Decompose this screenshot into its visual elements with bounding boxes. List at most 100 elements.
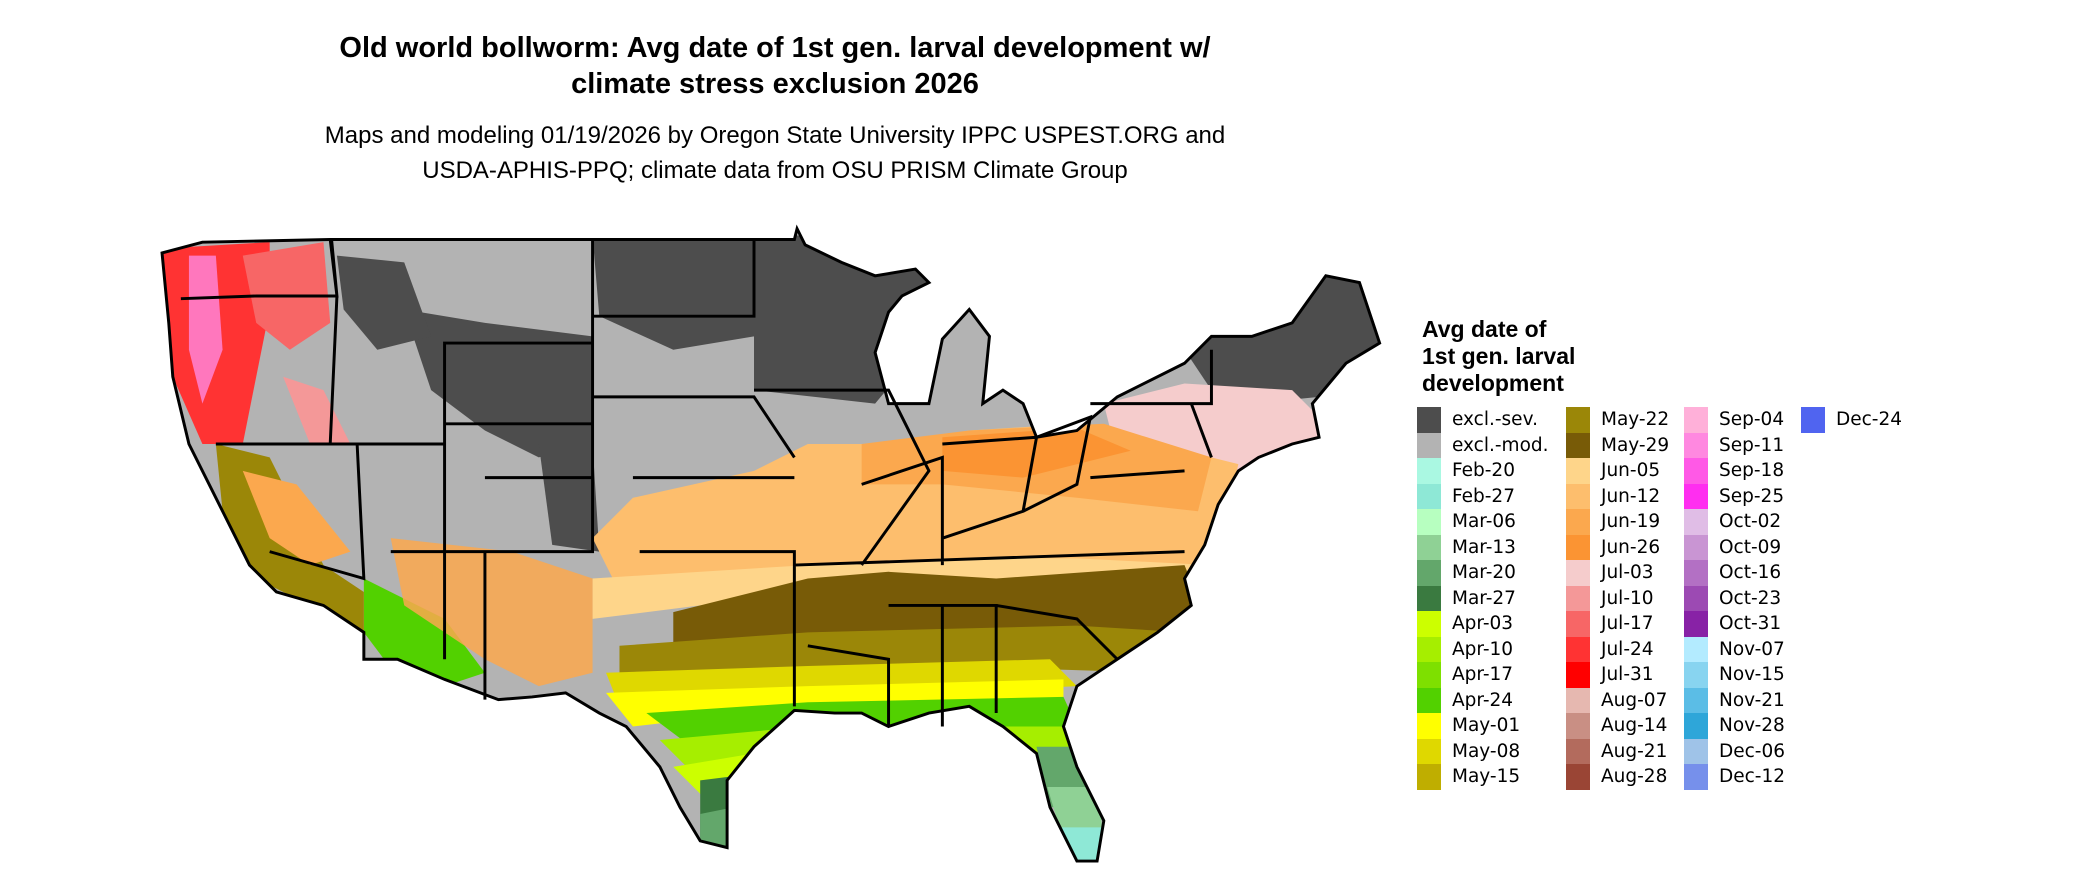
- legend-label: Jun-26: [1601, 536, 1661, 558]
- legend-swatch: [1417, 764, 1441, 790]
- legend-swatch: [1684, 483, 1708, 509]
- legend-item: Jul-03: [1566, 560, 1654, 586]
- legend-label: Feb-27: [1452, 485, 1515, 507]
- legend-item: Jul-10: [1566, 585, 1654, 611]
- legend-item: Jul-17: [1566, 611, 1654, 637]
- legend-label: Nov-28: [1719, 715, 1785, 737]
- legend-swatch: [1566, 713, 1590, 739]
- legend-swatch: [1417, 585, 1441, 611]
- legend-swatch: [1417, 662, 1441, 688]
- legend-label: excl.-sev.: [1452, 409, 1538, 431]
- legend-swatch: [1684, 687, 1708, 713]
- legend-item: Jun-12: [1566, 483, 1660, 509]
- legend-label: Aug-07: [1601, 689, 1668, 711]
- state-borders: [160, 227, 1382, 863]
- legend-item: Mar-20: [1417, 560, 1516, 586]
- legend-item: May-15: [1417, 764, 1520, 790]
- legend-item: Nov-21: [1684, 687, 1785, 713]
- legend-swatch: [1566, 687, 1590, 713]
- legend-swatch: [1566, 483, 1590, 509]
- legend-swatch: [1684, 560, 1708, 586]
- legend-label: Nov-21: [1719, 689, 1785, 711]
- legend-item: Oct-02: [1684, 509, 1781, 535]
- legend-item: Oct-09: [1684, 534, 1781, 560]
- legend-item: Apr-17: [1417, 662, 1513, 688]
- legend-item: Aug-14: [1566, 713, 1667, 739]
- legend-item: May-01: [1417, 713, 1520, 739]
- legend-item: Dec-06: [1684, 738, 1785, 764]
- map-title: Old world bollworm: Avg date of 1st gen.…: [0, 30, 1550, 102]
- legend-item: Feb-27: [1417, 483, 1515, 509]
- legend-item: May-22: [1566, 407, 1669, 433]
- legend-label: May-01: [1452, 715, 1521, 737]
- legend-label: Jul-24: [1601, 638, 1654, 660]
- legend-swatch: [1417, 738, 1441, 764]
- legend-label: Aug-21: [1601, 740, 1668, 762]
- legend-swatch: [1417, 636, 1441, 662]
- subtitle-line-1: Maps and modeling 01/19/2026 by Oregon S…: [324, 122, 1226, 149]
- legend-swatch: [1417, 432, 1441, 458]
- legend-title: Avg date of 1st gen. larval development: [1422, 316, 1575, 397]
- legend-swatch: [1566, 764, 1590, 790]
- legend-swatch: [1684, 738, 1708, 764]
- legend-swatch: [1566, 636, 1590, 662]
- legend-label: May-15: [1452, 766, 1521, 788]
- legend-label: Mar-20: [1452, 562, 1516, 584]
- legend-swatch: [1684, 764, 1708, 790]
- legend-swatch: [1566, 611, 1590, 637]
- legend-title-line: 1st gen. larval: [1422, 343, 1576, 369]
- legend-item: Dec-12: [1684, 764, 1785, 790]
- legend-swatch: [1566, 458, 1590, 484]
- legend-label: Dec-12: [1719, 766, 1786, 788]
- legend-swatch: [1684, 662, 1708, 688]
- legend-label: May-08: [1452, 740, 1521, 762]
- legend-label: Jul-17: [1601, 613, 1654, 635]
- legend-swatch: [1684, 534, 1708, 560]
- legend-swatch: [1417, 534, 1441, 560]
- legend-swatch: [1417, 560, 1441, 586]
- legend-item: Mar-06: [1417, 509, 1516, 535]
- legend-swatch: [1566, 585, 1590, 611]
- legend-swatch: [1417, 687, 1441, 713]
- legend-label: Sep-11: [1719, 434, 1785, 456]
- legend-item: Jul-24: [1566, 636, 1654, 662]
- legend-item: Mar-13: [1417, 534, 1516, 560]
- legend-swatch: [1684, 611, 1708, 637]
- legend-swatch: [1566, 662, 1590, 688]
- legend-swatch: [1566, 534, 1590, 560]
- legend-label: Apr-24: [1452, 689, 1514, 711]
- legend-label: Mar-13: [1452, 536, 1516, 558]
- legend-label: Jul-31: [1601, 664, 1654, 686]
- legend-swatch: [1684, 432, 1708, 458]
- legend-label: Oct-02: [1719, 511, 1782, 533]
- legend-label: Apr-10: [1452, 638, 1514, 660]
- legend-label: Aug-14: [1601, 715, 1668, 737]
- legend-item: Jul-31: [1566, 662, 1654, 688]
- legend-item: Aug-28: [1566, 764, 1667, 790]
- legend-label: Nov-15: [1719, 664, 1785, 686]
- legend-label: Sep-25: [1719, 485, 1785, 507]
- legend-item: Oct-16: [1684, 560, 1781, 586]
- legend-label: Apr-17: [1452, 664, 1514, 686]
- legend-title-line: development: [1422, 370, 1564, 396]
- legend-swatch: [1684, 509, 1708, 535]
- subtitle-line-2: USDA-APHIS-PPQ; climate data from OSU PR…: [422, 157, 1128, 184]
- legend-item: excl.-sev.: [1417, 407, 1538, 433]
- legend-label: May-29: [1601, 434, 1670, 456]
- title-line-1: Old world bollworm: Avg date of 1st gen.…: [339, 32, 1211, 64]
- legend-item: Mar-27: [1417, 585, 1516, 611]
- legend-item: Apr-24: [1417, 687, 1514, 713]
- legend-item: Dec-24: [1801, 407, 1902, 433]
- legend-item: Jun-05: [1566, 458, 1660, 484]
- legend-item: Nov-15: [1684, 662, 1785, 688]
- legend-swatch: [1417, 483, 1441, 509]
- legend-label: Sep-18: [1719, 460, 1785, 482]
- legend-label: Dec-24: [1836, 409, 1903, 431]
- legend-label: Feb-20: [1452, 460, 1515, 482]
- legend-label: Jul-10: [1601, 587, 1654, 609]
- legend-item: Nov-07: [1684, 636, 1785, 662]
- legend-label: excl.-mod.: [1452, 434, 1549, 456]
- legend-item: Feb-20: [1417, 458, 1515, 484]
- legend-label: May-22: [1601, 409, 1670, 431]
- legend-label: Jun-05: [1601, 460, 1661, 482]
